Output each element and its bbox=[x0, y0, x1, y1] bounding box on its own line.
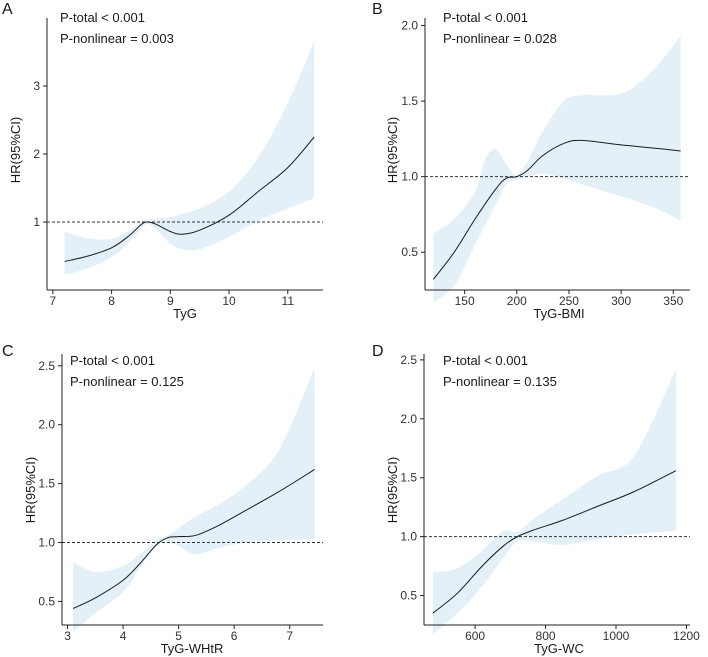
panel-letter: C bbox=[2, 343, 14, 360]
panel-d: 600 800 1000 1200 0.5 1.0 1.5 2.0 2.5 TyG-WC HR(95… bbox=[372, 343, 700, 656]
x-tick-label: 4 bbox=[120, 629, 127, 643]
p-value-annotation: P-nonlinear = 0.135 bbox=[443, 374, 557, 389]
panel-c: 3 4 5 6 7 0.5 1.0 1.5 2.0 2.5 TyG-WHtR HR(95%CI) C P-… bbox=[2, 343, 323, 656]
ci-band bbox=[73, 368, 315, 633]
y-tick-label: 1.5 bbox=[38, 477, 55, 491]
y-tick-label: 0.5 bbox=[38, 594, 55, 608]
x-tick-label: 5 bbox=[175, 629, 182, 643]
y-tick-label: 2 bbox=[33, 147, 40, 161]
hr-curve bbox=[432, 139, 681, 280]
x-tick-label: 10 bbox=[222, 294, 236, 308]
y-tick-label: 1.5 bbox=[400, 471, 417, 485]
x-tick-label: 1200 bbox=[673, 629, 700, 643]
y-tick-label: 1.0 bbox=[401, 170, 418, 184]
x-axis-label: TyG-BMI bbox=[533, 306, 584, 321]
x-axis-label: TyG-WC bbox=[534, 641, 584, 656]
y-tick-label: 1.0 bbox=[400, 530, 417, 544]
x-tick-label: 3 bbox=[64, 629, 71, 643]
y-axis-label: HR(95%CI) bbox=[385, 117, 400, 183]
p-value-annotation: P-total < 0.001 bbox=[443, 353, 528, 368]
y-tick-label: 1.5 bbox=[401, 94, 418, 108]
y-tick-label: 1.0 bbox=[38, 536, 55, 550]
x-tick-label: 150 bbox=[455, 294, 475, 308]
p-value-annotation: P-total < 0.001 bbox=[443, 10, 528, 25]
x-tick-label: 1000 bbox=[603, 629, 630, 643]
y-tick-label: 1 bbox=[33, 215, 40, 229]
x-tick-label: 800 bbox=[536, 629, 556, 643]
x-tick-label: 350 bbox=[663, 294, 683, 308]
y-axis-label: HR(95%CI) bbox=[23, 457, 38, 523]
x-tick-label: 9 bbox=[167, 294, 174, 308]
ci-band bbox=[433, 36, 681, 303]
ci-band bbox=[64, 41, 315, 276]
x-tick-label: 7 bbox=[50, 294, 57, 308]
x-tick-label: 300 bbox=[611, 294, 631, 308]
panel-letter: D bbox=[372, 343, 384, 360]
y-tick-label: 2.5 bbox=[38, 359, 55, 373]
x-tick-label: 8 bbox=[108, 294, 115, 308]
x-tick-label: 200 bbox=[507, 294, 527, 308]
x-tick-label: 250 bbox=[559, 294, 579, 308]
y-axis-label: HR(95%CI) bbox=[385, 457, 400, 523]
y-tick-label: 3 bbox=[33, 79, 40, 93]
x-tick-label: 7 bbox=[286, 629, 293, 643]
p-value-annotation: P-nonlinear = 0.003 bbox=[60, 31, 174, 46]
x-axis-label: TyG bbox=[173, 306, 197, 321]
y-tick-label: 0.5 bbox=[400, 589, 417, 603]
p-value-annotation: P-nonlinear = 0.125 bbox=[70, 374, 184, 389]
panel-letter: A bbox=[2, 1, 13, 18]
y-tick-label: 2.5 bbox=[400, 353, 417, 367]
p-value-annotation: P-nonlinear = 0.028 bbox=[443, 31, 557, 46]
hr-curve bbox=[64, 136, 315, 262]
y-tick-label: 0.5 bbox=[401, 245, 418, 259]
panel-letter: B bbox=[372, 1, 383, 18]
p-value-annotation: P-total < 0.001 bbox=[60, 10, 145, 25]
x-tick-label: 6 bbox=[231, 629, 238, 643]
y-tick-label: 2.0 bbox=[38, 418, 55, 432]
hr-curve bbox=[72, 469, 315, 609]
x-tick-label: 600 bbox=[465, 629, 485, 643]
ci-band bbox=[432, 369, 676, 635]
p-value-annotation: P-total < 0.001 bbox=[70, 353, 155, 368]
y-tick-label: 2.0 bbox=[400, 412, 417, 426]
panel-b: 150 200 250 300 350 0.5 1.0 1.5 2.0 TyG-BMI HR(95%… bbox=[372, 1, 690, 321]
hr-curve bbox=[432, 470, 677, 614]
x-tick-label: 11 bbox=[282, 294, 295, 308]
y-tick-label: 2.0 bbox=[401, 19, 418, 33]
y-axis-label: HR(95%CI) bbox=[8, 117, 23, 183]
x-axis-label: TyG-WHtR bbox=[161, 641, 224, 656]
